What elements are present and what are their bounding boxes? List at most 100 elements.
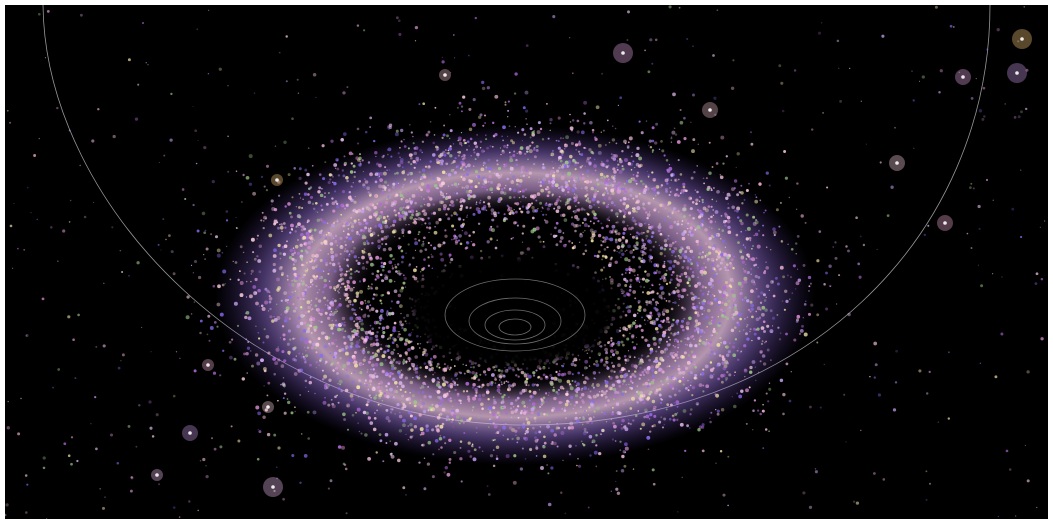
asteroid-particle bbox=[372, 297, 375, 300]
asteroid-particle bbox=[397, 371, 400, 375]
asteroid-particle bbox=[652, 177, 657, 182]
asteroid-particle bbox=[584, 229, 586, 232]
asteroid-particle bbox=[748, 386, 751, 389]
asteroid-particle bbox=[449, 114, 451, 116]
asteroid-particle bbox=[639, 394, 643, 398]
asteroid-particle bbox=[420, 385, 425, 389]
asteroid-particle bbox=[222, 349, 225, 352]
asteroid-particle bbox=[653, 322, 656, 326]
asteroid-particle bbox=[230, 338, 234, 341]
asteroid-particle bbox=[635, 162, 640, 167]
asteroid-particle bbox=[581, 423, 584, 426]
asteroid-particle bbox=[385, 408, 389, 412]
asteroid-particle bbox=[350, 221, 352, 224]
asteroid-particle bbox=[473, 151, 476, 154]
asteroid-particle bbox=[496, 159, 499, 162]
asteroid-particle bbox=[591, 441, 593, 444]
asteroid-particle bbox=[417, 233, 420, 236]
asteroid-particle bbox=[550, 428, 554, 433]
asteroid-particle bbox=[629, 332, 631, 335]
asteroid-particle bbox=[739, 317, 742, 321]
asteroid-particle bbox=[644, 381, 649, 386]
asteroid-particle bbox=[277, 286, 281, 290]
asteroid-particle bbox=[641, 257, 644, 259]
asteroid-particle bbox=[563, 243, 567, 248]
asteroid-particle bbox=[655, 269, 659, 272]
asteroid-particle bbox=[501, 135, 503, 137]
asteroid-particle bbox=[516, 224, 519, 227]
asteroid-particle bbox=[595, 434, 598, 437]
asteroid-particle bbox=[732, 280, 735, 282]
asteroid-particle bbox=[718, 354, 722, 357]
asteroid-particle bbox=[516, 436, 520, 441]
asteroid-particle bbox=[496, 415, 499, 419]
asteroid-particle bbox=[459, 205, 462, 208]
asteroid-particle bbox=[537, 121, 541, 125]
asteroid-particle bbox=[628, 289, 632, 292]
asteroid-particle bbox=[665, 282, 669, 286]
asteroid-particle bbox=[366, 242, 370, 245]
asteroid-particle bbox=[504, 184, 507, 187]
asteroid-particle bbox=[393, 366, 397, 370]
asteroid-particle bbox=[335, 366, 339, 370]
asteroid-particle bbox=[606, 365, 608, 368]
asteroid-particle bbox=[337, 376, 340, 380]
asteroid-particle bbox=[671, 210, 675, 213]
asteroid-particle bbox=[443, 153, 447, 157]
asteroid-particle bbox=[639, 285, 642, 288]
asteroid-particle bbox=[466, 214, 469, 217]
asteroid-particle bbox=[675, 240, 677, 243]
asteroid-particle bbox=[727, 269, 730, 272]
asteroid-particle bbox=[741, 299, 744, 301]
asteroid-particle bbox=[477, 156, 479, 158]
asteroid-particle bbox=[423, 175, 427, 179]
asteroid-particle bbox=[661, 398, 663, 401]
asteroid-particle bbox=[744, 318, 746, 320]
asteroid-particle bbox=[378, 184, 383, 189]
asteroid-particle bbox=[507, 384, 512, 388]
asteroid-particle bbox=[442, 241, 446, 245]
asteroid-particle bbox=[419, 366, 422, 369]
asteroid-particle bbox=[660, 291, 665, 295]
asteroid-particle bbox=[478, 446, 481, 449]
asteroid-particle bbox=[319, 218, 323, 222]
asteroid-particle bbox=[657, 229, 661, 233]
asteroid-particle bbox=[370, 220, 373, 223]
asteroid-particle bbox=[308, 303, 311, 306]
asteroid-particle bbox=[572, 408, 574, 410]
asteroid-particle bbox=[589, 220, 592, 223]
asteroid-particle bbox=[496, 388, 501, 393]
asteroid-particle bbox=[394, 413, 396, 415]
asteroid-particle bbox=[412, 159, 416, 164]
asteroid-particle bbox=[375, 320, 380, 325]
asteroid-particle bbox=[627, 324, 631, 328]
asteroid-particle bbox=[450, 200, 454, 204]
asteroid-particle bbox=[212, 284, 216, 288]
asteroid-particle bbox=[615, 375, 619, 379]
asteroid-particle bbox=[216, 253, 221, 258]
asteroid-particle bbox=[306, 323, 310, 327]
asteroid-particle bbox=[713, 294, 716, 297]
asteroid-particle bbox=[612, 167, 616, 171]
asteroid-particle bbox=[333, 285, 337, 290]
asteroid-particle bbox=[620, 340, 624, 344]
asteroid-particle bbox=[444, 442, 447, 445]
asteroid-particle bbox=[593, 164, 597, 168]
asteroid-particle bbox=[539, 184, 543, 187]
asteroid-particle bbox=[305, 231, 310, 236]
asteroid-particle bbox=[400, 249, 404, 253]
asteroid-particle bbox=[721, 357, 726, 362]
asteroid-particle bbox=[427, 256, 430, 259]
asteroid-particle bbox=[304, 360, 307, 364]
asteroid-particle bbox=[685, 249, 688, 252]
asteroid-particle bbox=[714, 298, 719, 302]
asteroid-particle bbox=[649, 352, 652, 355]
space-viewport[interactable] bbox=[5, 5, 1048, 519]
asteroid-particle bbox=[413, 404, 417, 408]
asteroid-particle bbox=[357, 422, 360, 425]
asteroid-particle bbox=[471, 194, 476, 199]
asteroid-particle bbox=[219, 312, 224, 317]
asteroid-particle bbox=[389, 387, 393, 392]
asteroid-particle bbox=[665, 190, 668, 193]
asteroid-particle bbox=[548, 391, 550, 394]
